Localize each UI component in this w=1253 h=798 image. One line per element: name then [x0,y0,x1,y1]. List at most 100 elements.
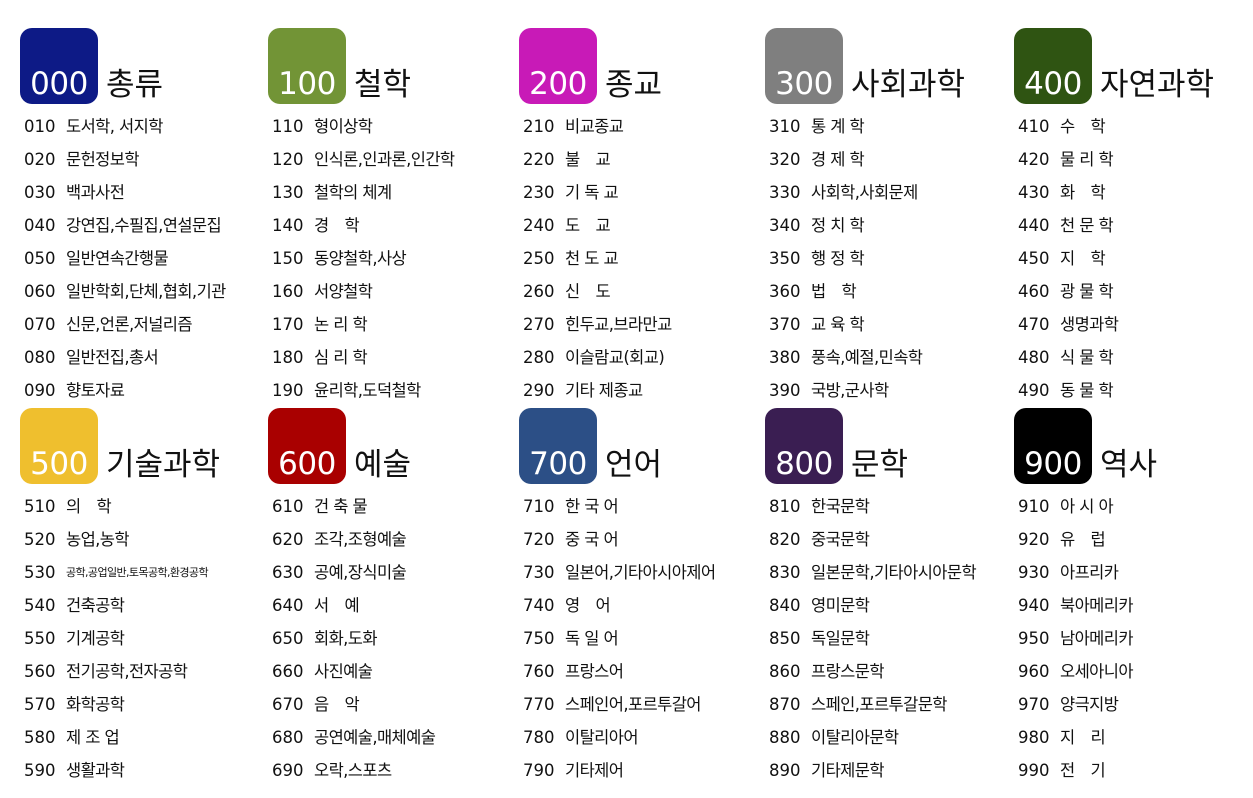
subclass-name: 국방,군사학 [811,381,889,400]
subclass-name: 사회학,사회문제 [811,183,918,202]
subclass-number: 340 [769,216,801,235]
subclass-name: 기 독 교 [565,183,619,202]
subclass-row: 990 전 기 [1018,754,1253,787]
subclass-name: 한국문학 [811,497,870,516]
subclass-row: 280 이슬람교(회교) [523,341,768,374]
subclass-number: 890 [769,761,801,780]
subclass-name: 지 리 [1060,728,1106,747]
subclass-number: 660 [272,662,304,681]
subclass-number: 790 [523,761,555,780]
subclass-name: 서양철학 [314,282,373,301]
subclass-row: 780 이탈리아어 [523,721,768,754]
class-code: 200 [529,66,587,102]
subclass-name: 동 물 학 [1060,381,1114,400]
subclass-row: 050 일반연속간행물 [24,242,269,275]
subclass-number: 360 [769,282,801,301]
subclass-name: 윤리학,도덕철학 [314,381,421,400]
subclass-name: 비교종교 [565,117,624,136]
class-block-200: 200 종교 210 비교종교 220 불 교 230 기 독 교 240 도 교 250 천 도 교… [519,28,764,400]
subclass-row: 290 기타 제종교 [523,374,768,407]
subclass-row: 130 철학의 체계 [272,176,517,209]
subclass-row: 150 동양철학,사상 [272,242,517,275]
subclass-name: 심 리 학 [314,348,368,367]
subclass-row: 830 일본문학,기타아시아문학 [769,556,1014,589]
subclass-number: 290 [523,381,555,400]
subclass-number: 780 [523,728,555,747]
subclass-row: 820 중국문학 [769,523,1014,556]
subclass-row: 620 조각,조형예술 [272,523,517,556]
class-header: 800 문학 [765,408,1010,484]
class-color-tile: 200 [519,28,597,104]
subclass-name: 교 육 학 [811,315,865,334]
subclass-number: 960 [1018,662,1050,681]
subclass-number: 110 [272,117,304,136]
subclass-row: 310 통 계 학 [769,110,1014,143]
subclass-row: 120 인식론,인과론,인간학 [272,143,517,176]
subclass-name: 식 물 학 [1060,348,1114,367]
subclass-row: 350 행 정 학 [769,242,1014,275]
subclass-name: 지 학 [1060,249,1106,268]
subclass-number: 810 [769,497,801,516]
subclass-row: 720 중 국 어 [523,523,768,556]
class-code: 500 [30,446,88,482]
subclass-row: 970 양극지방 [1018,688,1253,721]
class-header: 400 자연과학 [1014,28,1253,104]
subclass-number: 330 [769,183,801,202]
subclass-name: 동양철학,사상 [314,249,407,268]
subclass-number: 120 [272,150,304,169]
subclass-name: 사진예술 [314,662,373,681]
subclass-row: 360 법 학 [769,275,1014,308]
subclass-number: 540 [24,596,56,615]
subclass-number: 250 [523,249,555,268]
subclass-row: 380 풍속,예절,민속학 [769,341,1014,374]
class-code: 300 [775,66,833,102]
subclass-row: 470 생명과학 [1018,308,1253,341]
subclass-row: 010 도서학, 서지학 [24,110,269,143]
subclass-number: 170 [272,315,304,334]
subclass-number: 160 [272,282,304,301]
subclass-number: 770 [523,695,555,714]
subclass-number: 990 [1018,761,1050,780]
subclass-row: 670 음 악 [272,688,517,721]
subclass-number: 240 [523,216,555,235]
class-title: 철학 [354,67,412,103]
class-color-tile: 900 [1014,408,1092,484]
subclass-row: 330 사회학,사회문제 [769,176,1014,209]
subclass-name: 강연집,수필집,연설문집 [66,216,222,235]
subclass-name: 유 럽 [1060,530,1106,549]
subclass-row: 190 윤리학,도덕철학 [272,374,517,407]
subclass-name: 일반학회,단체,협회,기관 [66,282,226,301]
subclass-name: 조각,조형예술 [314,530,407,549]
subclass-row: 430 화 학 [1018,176,1253,209]
subclass-row: 710 한 국 어 [523,490,768,523]
class-header: 100 철학 [268,28,513,104]
subclass-row: 750 독 일 어 [523,622,768,655]
subclass-name: 남아메리카 [1060,629,1134,648]
subclass-row: 590 생활과학 [24,754,269,787]
subclass-row: 110 형이상학 [272,110,517,143]
subclass-number: 690 [272,761,304,780]
subclass-name: 도서학, 서지학 [66,117,163,136]
subclass-number: 550 [24,629,56,648]
subclass-name: 도 교 [565,216,611,235]
subclass-row: 140 경 학 [272,209,517,242]
subclass-number: 180 [272,348,304,367]
subclass-row: 610 건 축 물 [272,490,517,523]
subclass-number: 570 [24,695,56,714]
subclass-name: 중 국 어 [565,530,619,549]
subclass-name: 독 일 어 [565,629,619,648]
subclass-number: 020 [24,150,56,169]
subclass-row: 220 불 교 [523,143,768,176]
subclass-name: 스페인,포르투갈문학 [811,695,947,714]
subclass-name: 향토자료 [66,381,125,400]
subclass-row: 730 일본어,기타아시아제어 [523,556,768,589]
subclass-number: 820 [769,530,801,549]
subclass-number: 220 [523,150,555,169]
subclass-row: 770 스페인어,포르투갈어 [523,688,768,721]
subclass-row: 510 의 학 [24,490,269,523]
subclass-number: 090 [24,381,56,400]
class-header: 700 언어 [519,408,764,484]
subclass-number: 630 [272,563,304,582]
subclass-name: 중국문학 [811,530,870,549]
subclass-name: 신문,언론,저널리즘 [66,315,193,334]
